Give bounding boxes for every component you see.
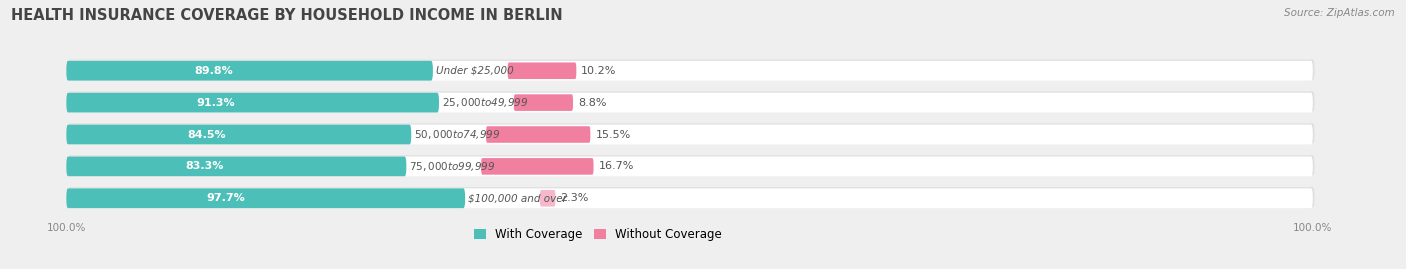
- Text: 8.8%: 8.8%: [578, 98, 606, 108]
- FancyBboxPatch shape: [67, 59, 1315, 79]
- Text: $100,000 and over: $100,000 and over: [468, 193, 567, 203]
- FancyBboxPatch shape: [67, 91, 1315, 111]
- FancyBboxPatch shape: [66, 61, 1313, 81]
- FancyBboxPatch shape: [540, 190, 555, 207]
- Text: HEALTH INSURANCE COVERAGE BY HOUSEHOLD INCOME IN BERLIN: HEALTH INSURANCE COVERAGE BY HOUSEHOLD I…: [11, 8, 562, 23]
- Text: 83.3%: 83.3%: [186, 161, 224, 171]
- FancyBboxPatch shape: [66, 125, 411, 144]
- FancyBboxPatch shape: [66, 61, 433, 81]
- FancyBboxPatch shape: [66, 157, 1313, 176]
- Text: $75,000 to $99,999: $75,000 to $99,999: [409, 160, 496, 173]
- Text: $50,000 to $74,999: $50,000 to $74,999: [415, 128, 501, 141]
- FancyBboxPatch shape: [67, 155, 1315, 175]
- FancyBboxPatch shape: [513, 94, 574, 111]
- FancyBboxPatch shape: [481, 158, 593, 175]
- FancyBboxPatch shape: [66, 157, 406, 176]
- FancyBboxPatch shape: [67, 123, 1315, 143]
- Text: Under $25,000: Under $25,000: [436, 66, 513, 76]
- FancyBboxPatch shape: [508, 62, 576, 79]
- FancyBboxPatch shape: [66, 93, 1313, 112]
- FancyBboxPatch shape: [67, 187, 1315, 207]
- Text: 2.3%: 2.3%: [561, 193, 589, 203]
- Text: 97.7%: 97.7%: [205, 193, 245, 203]
- Text: Source: ZipAtlas.com: Source: ZipAtlas.com: [1284, 8, 1395, 18]
- Text: 89.8%: 89.8%: [194, 66, 233, 76]
- Text: $25,000 to $49,999: $25,000 to $49,999: [441, 96, 529, 109]
- FancyBboxPatch shape: [486, 126, 591, 143]
- FancyBboxPatch shape: [66, 125, 1313, 144]
- FancyBboxPatch shape: [66, 188, 465, 208]
- Legend: With Coverage, Without Coverage: With Coverage, Without Coverage: [470, 223, 727, 246]
- Text: 16.7%: 16.7%: [599, 161, 634, 171]
- Text: 84.5%: 84.5%: [187, 129, 226, 140]
- Text: 15.5%: 15.5%: [595, 129, 631, 140]
- FancyBboxPatch shape: [66, 188, 1313, 208]
- Text: 91.3%: 91.3%: [197, 98, 235, 108]
- FancyBboxPatch shape: [66, 93, 439, 112]
- Text: 10.2%: 10.2%: [581, 66, 617, 76]
